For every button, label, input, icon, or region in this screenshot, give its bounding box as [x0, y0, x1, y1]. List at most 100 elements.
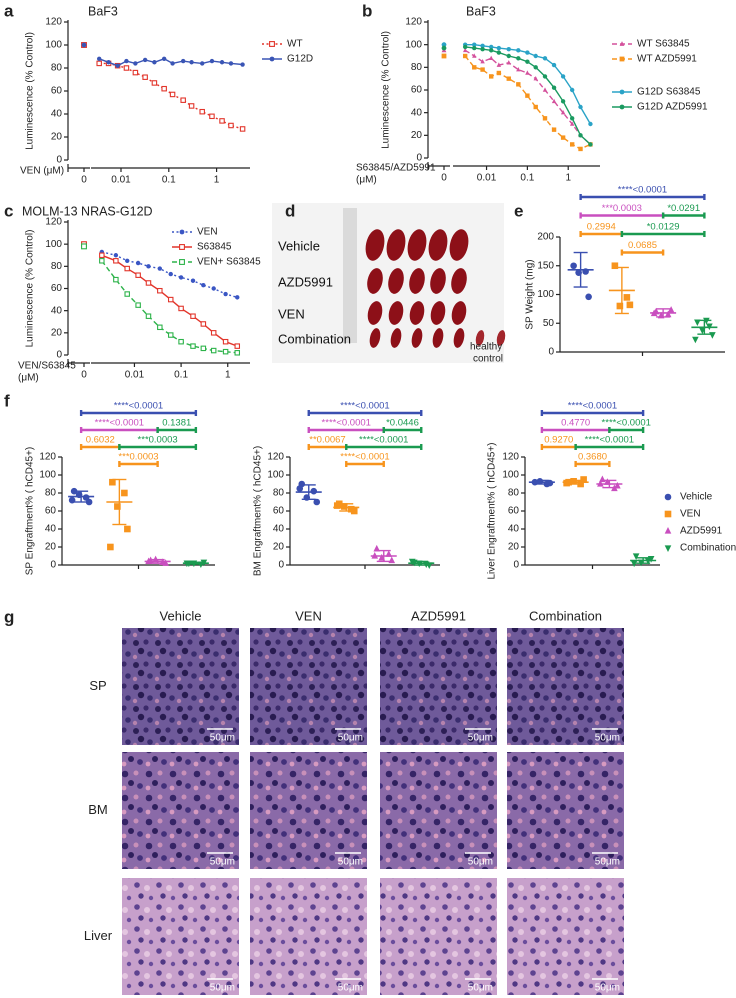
data-point — [210, 347, 217, 354]
x-tick-label: 1 — [214, 175, 220, 186]
y-axis-label: SP Engraftment% ( hCD45+) — [25, 447, 36, 576]
data-point — [113, 258, 119, 264]
data-point — [162, 559, 169, 566]
data-point — [151, 80, 158, 86]
scale-bar-label: 50μm — [595, 983, 620, 994]
data-point — [115, 63, 120, 68]
data-point — [480, 59, 485, 64]
histology-image — [380, 628, 497, 745]
column-label: Combination — [529, 608, 602, 623]
data-point — [240, 62, 245, 67]
data-point — [269, 56, 275, 62]
data-point — [239, 126, 246, 132]
x-axis-label: (μM) — [356, 175, 377, 186]
data-point — [209, 58, 215, 64]
p-value: ****<0.0001 — [585, 435, 634, 446]
data-point — [664, 545, 672, 552]
data-point — [135, 272, 141, 278]
data-point — [533, 104, 538, 110]
histology-image — [380, 752, 497, 869]
y-tick-label: 60 — [51, 86, 63, 97]
data-point — [179, 244, 185, 250]
y-tick-label: 120 — [45, 217, 62, 228]
y-tick-label: 60 — [508, 506, 520, 517]
data-point — [209, 113, 215, 120]
x-tick-label: 0 — [81, 175, 87, 186]
scale-bar-label: 50μm — [338, 983, 363, 994]
p-value: ****<0.0001 — [322, 418, 371, 429]
data-point — [125, 258, 130, 263]
data-point — [441, 42, 447, 48]
data-point — [222, 338, 229, 345]
y-tick-label: 120 — [39, 452, 56, 463]
data-point — [585, 293, 592, 301]
y-tick-label: 20 — [411, 130, 423, 141]
legend-label: VEN — [197, 227, 218, 238]
data-point — [96, 56, 102, 61]
spleen — [449, 229, 469, 261]
data-point — [569, 87, 575, 93]
data-point — [525, 50, 530, 55]
y-tick-label: 50 — [543, 318, 555, 329]
spleen — [409, 301, 425, 325]
y-tick-label: 200 — [537, 232, 554, 243]
histology-image — [507, 628, 624, 745]
y-tick-label: 60 — [51, 283, 63, 294]
scale-bar-label: 50μm — [338, 733, 363, 744]
data-point — [200, 321, 207, 327]
legend-label: Vehicle — [680, 492, 713, 503]
data-point — [441, 53, 447, 59]
data-point — [124, 265, 130, 272]
data-point — [124, 525, 131, 533]
spleen — [430, 268, 446, 294]
data-point — [560, 74, 566, 79]
data-point — [96, 60, 102, 67]
y-tick-label: 0 — [513, 560, 519, 571]
y-tick-label: 20 — [45, 542, 57, 553]
p-value: ***0.0003 — [118, 452, 158, 463]
data-point — [234, 343, 241, 349]
data-point — [525, 59, 530, 64]
data-point — [133, 61, 138, 66]
column-label: AZD5991 — [411, 608, 466, 623]
x-axis-label: VEN/S63845 — [18, 361, 76, 372]
scale-bar-label: 50μm — [468, 983, 493, 994]
data-point — [190, 278, 196, 283]
group-label: Vehicle — [278, 238, 320, 253]
panel-letter: f — [4, 391, 10, 410]
data-point — [533, 53, 538, 59]
y-tick-label: 100 — [45, 239, 62, 250]
spleen — [453, 328, 465, 348]
group-label: VEN — [278, 306, 305, 321]
data-point — [692, 336, 699, 344]
p-value: 0.9270 — [544, 435, 573, 446]
data-point — [180, 97, 186, 103]
data-point — [496, 70, 502, 76]
data-point — [142, 57, 148, 63]
y-tick-label: 40 — [45, 524, 57, 535]
y-axis-label: Luminescence (% Control) — [25, 230, 36, 348]
data-point — [200, 61, 205, 66]
p-value: **0.0067 — [309, 435, 345, 446]
data-point — [81, 42, 87, 48]
data-point — [123, 65, 130, 71]
y-tick-label: 80 — [411, 62, 423, 73]
data-point — [178, 305, 184, 312]
spleen — [365, 229, 385, 261]
y-tick-label: 100 — [502, 470, 519, 481]
data-point — [441, 45, 447, 51]
data-point — [488, 55, 494, 61]
y-tick-label: 120 — [502, 452, 519, 463]
p-value: 0.4770 — [561, 418, 590, 429]
data-point — [496, 62, 502, 67]
data-point — [114, 503, 121, 510]
spleen — [428, 229, 448, 261]
data-point — [563, 479, 570, 487]
scale-bar-label: 50μm — [468, 733, 493, 744]
data-point — [178, 338, 184, 345]
data-point — [506, 47, 511, 52]
x-tick-label: 0.01 — [477, 173, 497, 184]
data-point — [99, 258, 105, 264]
data-point — [496, 45, 502, 51]
